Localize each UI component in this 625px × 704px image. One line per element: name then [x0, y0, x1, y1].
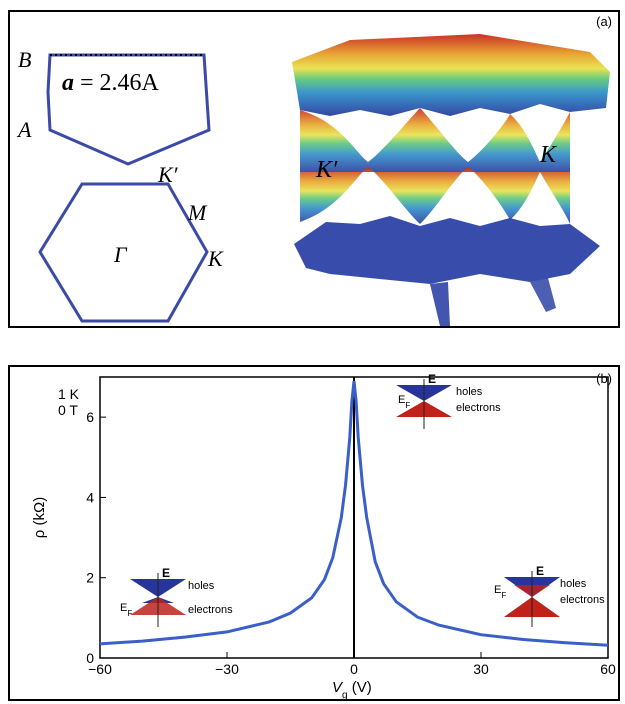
condition-temperature: 1 K [58, 386, 80, 402]
band-k-prime-label: K′ [315, 157, 338, 183]
inset-center-e: E [428, 372, 436, 386]
inset-center-holes: holes [456, 386, 483, 398]
bz-k-label: K [207, 246, 224, 271]
inset-right-holes: holes [560, 578, 587, 590]
y-tick-label: 4 [86, 489, 94, 505]
x-tick-label: 30 [473, 661, 489, 677]
panel-a: (a) B A a = 2.46A K′ M K Γ [8, 10, 620, 328]
inset-right-cones: E EF holes electrons [494, 564, 605, 627]
bz-m-label: M [187, 200, 208, 225]
condition-field: 0 T [58, 402, 78, 418]
lattice-hexagon [46, 53, 211, 166]
x-axis-label: Vg (V) [332, 679, 372, 699]
inset-right-ef: EF [494, 584, 506, 600]
panel-b: (b) −60 −30 0 30 60 0 2 4 6 1 K 0 T ρ (kΩ) Vg (V… [8, 365, 620, 701]
inset-left-electrons: electrons [188, 604, 233, 616]
point-a-label: A [16, 117, 32, 142]
lattice-constant-label: a = 2.46A [62, 70, 160, 96]
band-k-label: K [539, 142, 558, 168]
x-tick-label: 0 [350, 661, 358, 677]
inset-right-electrons: electrons [560, 594, 605, 606]
x-tick-label: 60 [600, 661, 616, 677]
panel-a-label: (a) [596, 14, 612, 29]
brillouin-zone-hexagon [38, 182, 209, 323]
panel-a-figure: B A a = 2.46A K′ M K Γ K′ K [16, 34, 610, 326]
bz-k-prime-label: K′ [157, 162, 179, 187]
inset-center-electrons: electrons [456, 402, 501, 414]
bz-gamma-label: Γ [113, 242, 128, 267]
y-tick-label: 0 [86, 650, 94, 666]
series-line [99, 380, 609, 647]
point-b-label: B [18, 47, 31, 72]
chart-ticks: −60 −30 0 30 60 0 2 4 6 [86, 409, 616, 677]
inset-left-holes: holes [188, 580, 215, 592]
inset-right-e: E [536, 564, 544, 578]
y-axis-label: ρ (kΩ) [31, 497, 48, 538]
panel-b-label: (b) [596, 371, 612, 386]
y-tick-label: 2 [86, 570, 94, 586]
inset-left-ef: EF [120, 602, 132, 618]
x-tick-label: −30 [215, 661, 239, 677]
inset-left-cones: E EF holes electrons [120, 566, 233, 627]
inset-center-cones: E EF holes electrons [396, 372, 501, 429]
inset-center-ef: EF [398, 394, 410, 410]
resistivity-chart: −60 −30 0 30 60 0 2 4 6 1 K 0 T ρ (kΩ) Vg (V) E … [31, 372, 616, 701]
inset-left-e: E [162, 566, 170, 580]
x-tick-label: −60 [88, 661, 112, 677]
band-structure-surface [292, 34, 610, 326]
y-tick-label: 6 [86, 409, 94, 425]
